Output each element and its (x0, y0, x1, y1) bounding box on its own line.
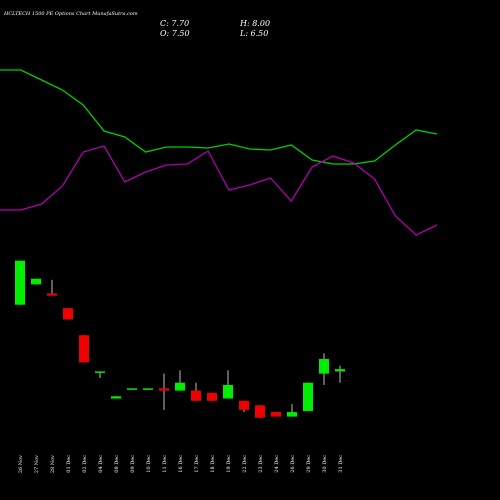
x-tick-label: 08 Dec (114, 455, 120, 473)
x-tick-label: 09 Dec (130, 455, 136, 473)
candle-body (287, 412, 297, 417)
x-tick-label: 28 Nov (50, 455, 56, 473)
x-tick-label: 30 Dec (322, 455, 328, 473)
x-tick-label: 27 Nov (34, 455, 40, 473)
x-tick-label: 24 Dec (274, 455, 280, 473)
candle-body (143, 388, 153, 390)
ohlc-close: C: 7.70 (160, 19, 189, 28)
candle-body (239, 400, 249, 410)
x-tick-label: 17 Dec (194, 455, 200, 473)
ohlc-high: H: 8.00 (239, 19, 270, 28)
candle-body (31, 278, 41, 285)
x-tick-label: 29 Dec (306, 455, 312, 473)
x-tick-label: 26 Nov (18, 455, 24, 473)
candle-body (271, 412, 281, 417)
x-tick-label: 10 Dec (146, 455, 152, 473)
candle-body (15, 260, 25, 305)
x-tick-label: 11 Dec (162, 455, 168, 473)
candle-body (191, 390, 201, 401)
chart-title: HCLTECH 1500 PE Options Chart MunafaSutr… (3, 11, 138, 17)
candle-body (319, 358, 329, 374)
candle-body (111, 396, 121, 399)
candle-body (47, 293, 57, 296)
candle-body (207, 392, 217, 401)
x-tick-label: 22 Dec (242, 455, 248, 473)
ohlc-open: O: 7.50 (160, 29, 190, 38)
candle-body (63, 308, 73, 320)
x-tick-label: 01 Dec (66, 455, 72, 473)
candle-body (79, 335, 89, 363)
ohlc-low: L: 6.50 (239, 29, 268, 38)
candle-body (159, 388, 169, 391)
candle-body (303, 382, 313, 411)
candle-body (335, 369, 345, 372)
x-tick-label: 31 Dec (338, 455, 344, 473)
x-tick-label: 18 Dec (210, 455, 216, 473)
x-tick-label: 16 Dec (178, 455, 184, 473)
x-tick-label: 19 Dec (226, 455, 232, 473)
candle-body (255, 405, 265, 418)
candle-body (223, 384, 233, 399)
x-tick-label: 04 Dec (98, 455, 104, 473)
line (0, 69, 438, 165)
line (0, 145, 438, 236)
candle-body (127, 388, 137, 390)
candle-body (175, 382, 185, 391)
x-tick-label: 26 Dec (290, 455, 296, 473)
candle-body (95, 371, 105, 373)
x-tick-label: 23 Dec (258, 455, 264, 473)
x-tick-label: 02 Dec (82, 455, 88, 473)
